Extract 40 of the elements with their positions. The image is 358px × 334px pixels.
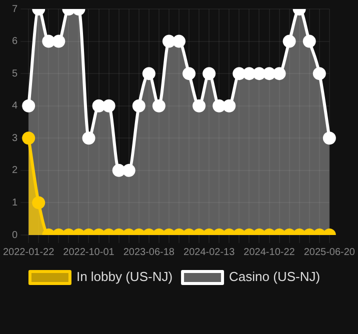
point [312, 67, 326, 80]
x-tick-label: 2024-02-13 [184, 246, 236, 258]
x-tick-label: 2022-01-22 [3, 246, 55, 258]
point [82, 132, 96, 145]
point [152, 99, 166, 112]
point [172, 34, 186, 48]
y-tick-label: 4 [12, 100, 18, 112]
x-tick-label: 2024-10-22 [244, 246, 296, 258]
point [212, 99, 226, 112]
point [92, 99, 106, 112]
y-tick-label: 5 [12, 68, 18, 80]
x-tick-label: 2023-06-18 [123, 246, 175, 258]
point [302, 34, 316, 48]
y-tick-label: 0 [12, 230, 18, 241]
point [222, 99, 236, 112]
point [242, 67, 256, 80]
x-tick-label: 2022-10-01 [63, 246, 115, 258]
point [102, 99, 116, 112]
point [252, 67, 266, 80]
point [272, 67, 286, 80]
point [322, 132, 336, 145]
x-tick-label: 2025-06-20 [304, 246, 356, 258]
point [232, 67, 246, 80]
point [52, 34, 66, 48]
point [132, 99, 146, 112]
point [42, 34, 56, 48]
point [282, 34, 296, 48]
point [192, 99, 206, 112]
y-tick-label: 7 [12, 4, 18, 15]
point [182, 67, 196, 80]
y-tick-label: 1 [12, 197, 18, 208]
point [262, 67, 276, 80]
y-tick-label: 3 [12, 132, 18, 144]
point [142, 67, 156, 80]
point [202, 67, 216, 80]
y-tick-label: 6 [12, 36, 18, 48]
legend-label: In lobby (US-NJ) [76, 269, 173, 284]
point [162, 34, 176, 48]
y-tick-label: 2 [12, 165, 18, 176]
legend-label: Casino (US-NJ) [229, 269, 320, 284]
